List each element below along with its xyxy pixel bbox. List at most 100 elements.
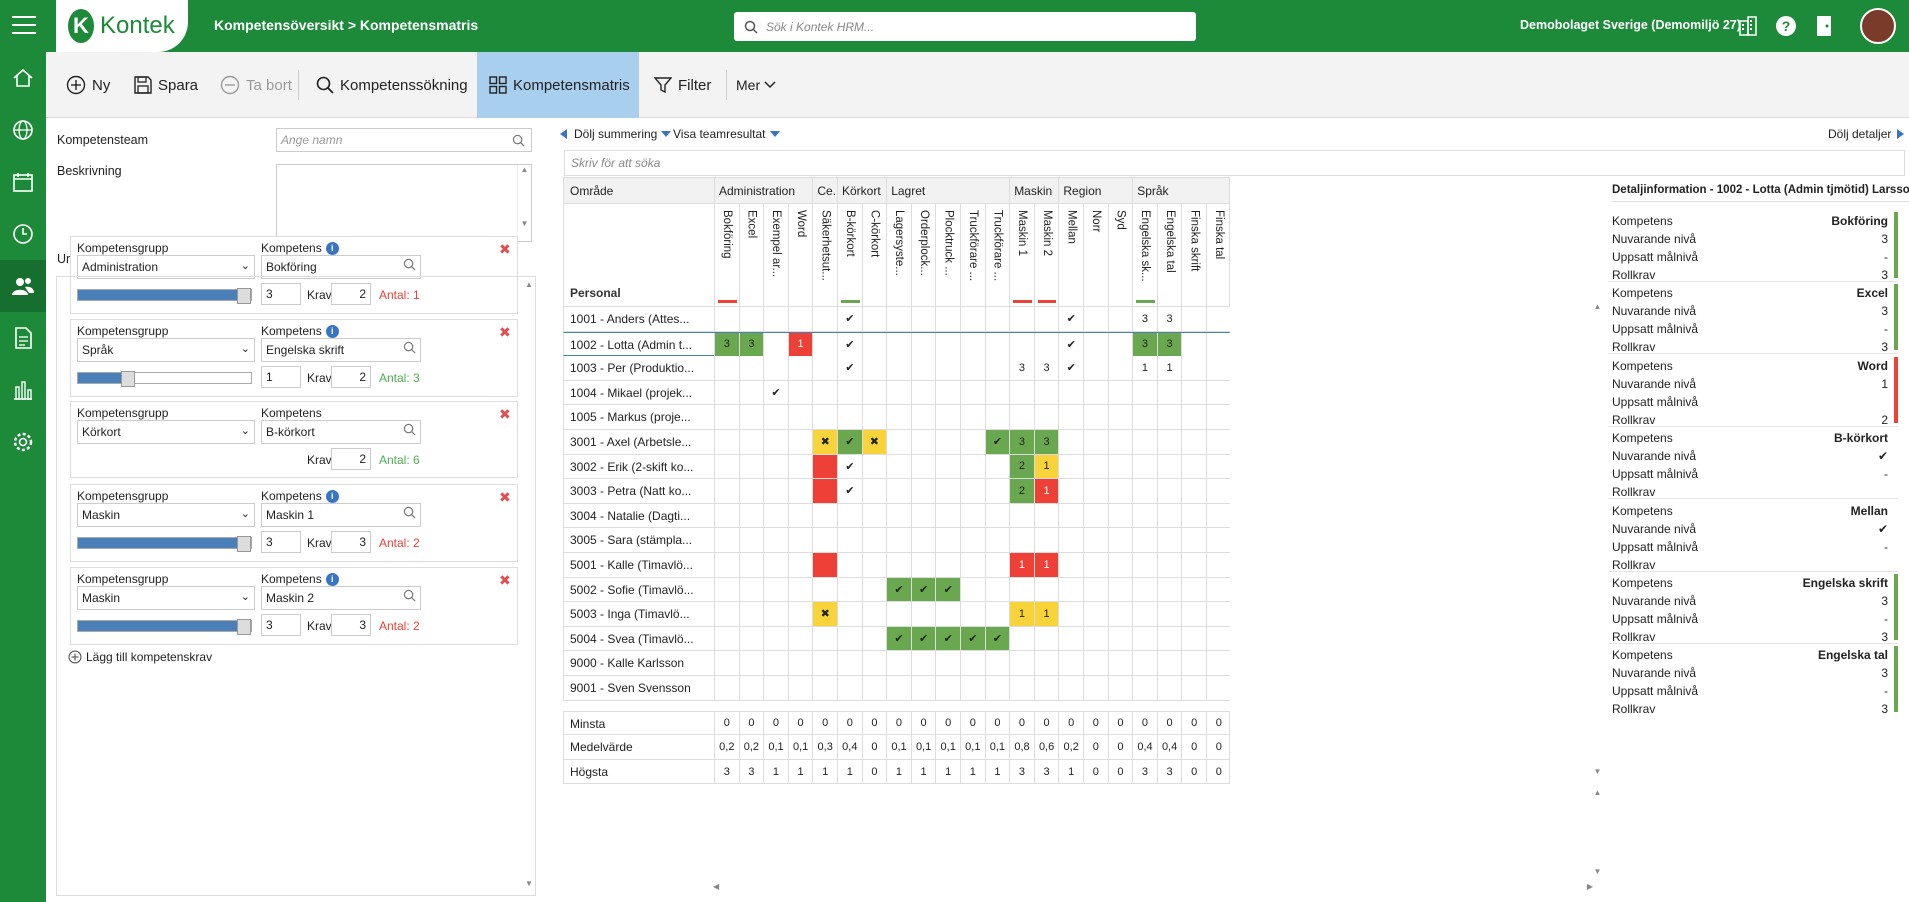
- level-slider-handle[interactable]: [237, 536, 251, 552]
- show-team-result-toggle[interactable]: Visa teamresultat: [673, 127, 780, 141]
- competence-input[interactable]: B-körkort: [261, 420, 421, 444]
- matrix-cell[interactable]: [935, 676, 960, 700]
- matrix-cell[interactable]: [886, 651, 911, 675]
- person-row[interactable]: 3004 - Natalie (Dagti...: [563, 503, 1231, 529]
- person-row[interactable]: 3001 - Axel (Arbetsle... ✖ ✔ ✖ ✔ 3 3: [563, 430, 1231, 455]
- person-row[interactable]: 3005 - Sara (stämpla...: [563, 528, 1231, 553]
- check-icon[interactable]: ✔: [837, 307, 862, 331]
- matrix-cell[interactable]: [1009, 676, 1034, 700]
- matrix-cell[interactable]: [935, 503, 960, 528]
- matrix-cell[interactable]: [910, 503, 936, 528]
- matrix-cell[interactable]: [1132, 405, 1157, 429]
- matrix-cell[interactable]: [812, 553, 837, 577]
- more-button[interactable]: Mer: [736, 52, 782, 118]
- matrix-cell[interactable]: [1083, 676, 1108, 700]
- matrix-cell[interactable]: [1107, 602, 1133, 626]
- matrix-cell[interactable]: [1033, 528, 1059, 552]
- building-icon[interactable]: [1737, 15, 1759, 37]
- matrix-cell[interactable]: [1107, 626, 1133, 651]
- matrix-cell[interactable]: [812, 626, 837, 651]
- matrix-cell[interactable]: [960, 528, 985, 552]
- matrix-cell[interactable]: [861, 356, 887, 380]
- level-slider-handle[interactable]: [237, 619, 251, 635]
- person-row[interactable]: 9001 - Sven Svensson: [563, 676, 1231, 701]
- matrix-cell[interactable]: [861, 553, 887, 577]
- matrix-cell[interactable]: [1181, 553, 1206, 577]
- matrix-cell[interactable]: [960, 651, 985, 675]
- matrix-cell[interactable]: [763, 626, 788, 651]
- matrix-cell[interactable]: [910, 651, 936, 675]
- matrix-cell[interactable]: [984, 651, 1010, 675]
- check-icon[interactable]: ✔: [1058, 332, 1083, 357]
- check-icon[interactable]: ✔: [886, 577, 911, 602]
- matrix-vertical-scrollbar[interactable]: ▲ ▼ ▲ ▼: [1593, 302, 1602, 876]
- matrix-cell[interactable]: [787, 405, 813, 429]
- matrix-cell[interactable]: [1009, 626, 1034, 651]
- person-row[interactable]: 1003 - Per (Produktio... ✔ 3 3 ✔ 1 1: [563, 356, 1231, 381]
- check-icon[interactable]: ✔: [935, 626, 960, 651]
- matrix-cell[interactable]: [1033, 676, 1059, 700]
- matrix-cell[interactable]: [1083, 602, 1108, 626]
- matrix-cell[interactable]: [763, 307, 788, 331]
- matrix-cell[interactable]: [1009, 528, 1034, 552]
- matrix-cell[interactable]: [1058, 626, 1083, 651]
- matrix-cell[interactable]: [714, 602, 739, 626]
- matrix-cell[interactable]: [714, 430, 739, 454]
- matrix-cell[interactable]: [910, 528, 936, 552]
- matrix-cell[interactable]: [1156, 602, 1182, 626]
- matrix-cell[interactable]: [910, 454, 936, 479]
- group-select[interactable]: Körkort ⌄: [77, 420, 255, 444]
- matrix-cell[interactable]: [1058, 602, 1083, 626]
- matrix-cell[interactable]: [1107, 454, 1133, 479]
- matrix-cell[interactable]: [910, 479, 936, 503]
- search-icon[interactable]: [403, 341, 416, 357]
- matrix-cell[interactable]: [935, 380, 960, 405]
- person-name[interactable]: 3004 - Natalie (Dagti...: [570, 508, 691, 523]
- person-name[interactable]: 3001 - Axel (Arbetsle...: [570, 435, 692, 449]
- matrix-cell[interactable]: [886, 454, 911, 479]
- matrix-cell[interactable]: [787, 626, 813, 651]
- logo[interactable]: K Kontek: [56, 0, 188, 52]
- matrix-cell[interactable]: [738, 553, 764, 577]
- matrix-cell[interactable]: [984, 602, 1010, 626]
- matrix-cell[interactable]: [1132, 479, 1157, 503]
- matrix-cell[interactable]: [1083, 479, 1108, 503]
- matrix-cell[interactable]: [1033, 626, 1059, 651]
- matrix-cell[interactable]: [1181, 651, 1206, 675]
- column-header[interactable]: B-körkort: [837, 204, 862, 307]
- matrix-cell[interactable]: [763, 430, 788, 454]
- filter-button[interactable]: Filter: [654, 52, 711, 118]
- matrix-cell[interactable]: [1083, 651, 1108, 675]
- matrix-cell[interactable]: [1033, 651, 1059, 675]
- matrix-cell[interactable]: [861, 577, 887, 602]
- matrix-cell[interactable]: [837, 651, 862, 675]
- matrix-cell[interactable]: [787, 577, 813, 602]
- matrix-cell[interactable]: [984, 479, 1010, 503]
- matrix-cell[interactable]: [837, 553, 862, 577]
- matrix-cell[interactable]: [861, 307, 887, 331]
- info-icon[interactable]: i: [325, 242, 339, 256]
- group-header[interactable]: Region: [1058, 178, 1132, 205]
- matrix-cell[interactable]: [1083, 528, 1108, 552]
- column-header[interactable]: Maskin 1: [1009, 204, 1034, 307]
- matrix-cell[interactable]: [1181, 626, 1206, 651]
- matrix-cell[interactable]: 1: [1033, 479, 1059, 503]
- matrix-cell[interactable]: [1058, 430, 1083, 454]
- requirement-input[interactable]: 2: [331, 283, 371, 305]
- matrix-cell[interactable]: [1083, 307, 1108, 331]
- cross-icon[interactable]: ✖: [812, 602, 837, 626]
- matrix-cell[interactable]: [1181, 528, 1206, 552]
- matrix-cell[interactable]: [763, 676, 788, 700]
- matrix-cell[interactable]: [763, 503, 788, 528]
- matrix-cell[interactable]: [1132, 602, 1157, 626]
- matrix-cell[interactable]: [861, 676, 887, 700]
- requirement-input[interactable]: 3: [331, 531, 371, 553]
- matrix-cell[interactable]: [1083, 626, 1108, 651]
- matrix-cell[interactable]: [1083, 405, 1108, 429]
- matrix-cell[interactable]: [886, 307, 911, 331]
- requirement-input[interactable]: 3: [331, 614, 371, 636]
- matrix-cell[interactable]: [1033, 405, 1059, 429]
- matrix-cell[interactable]: [812, 577, 837, 602]
- search-icon[interactable]: [403, 258, 416, 274]
- matrix-cell[interactable]: [1107, 479, 1133, 503]
